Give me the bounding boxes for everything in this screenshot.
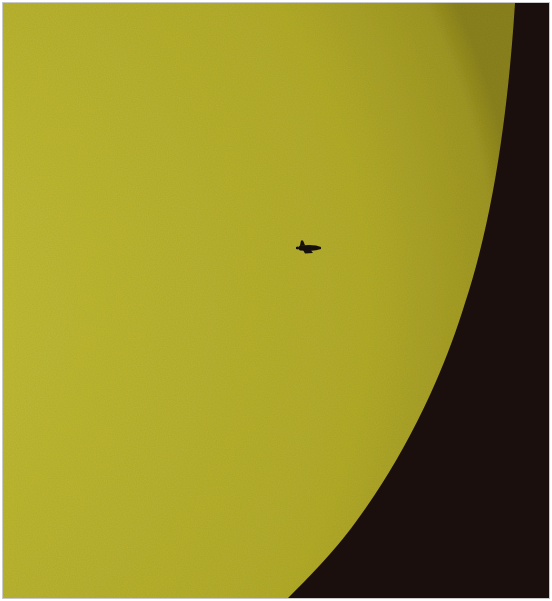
space-shuttle-silhouette: [296, 240, 321, 254]
solar-transit-photo: [3, 3, 549, 598]
sun-disk: [3, 3, 515, 598]
